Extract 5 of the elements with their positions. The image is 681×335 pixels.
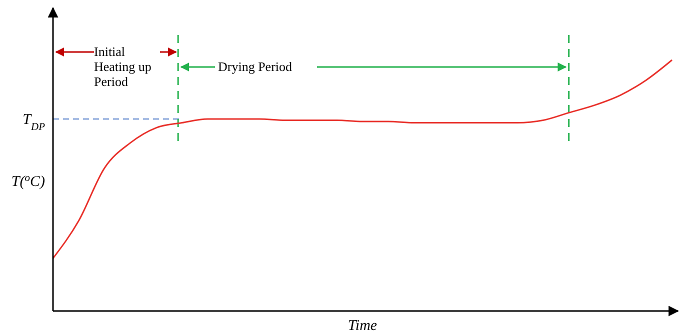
x-axis-title: Time (348, 318, 378, 334)
y-axis-title: T($^{o}$C) (11, 172, 46, 190)
ref-line-label: T$_{DP}$ (22, 112, 46, 132)
annotation: Drying Period (218, 59, 293, 74)
annotation: Initial Heating up Period (94, 44, 160, 89)
